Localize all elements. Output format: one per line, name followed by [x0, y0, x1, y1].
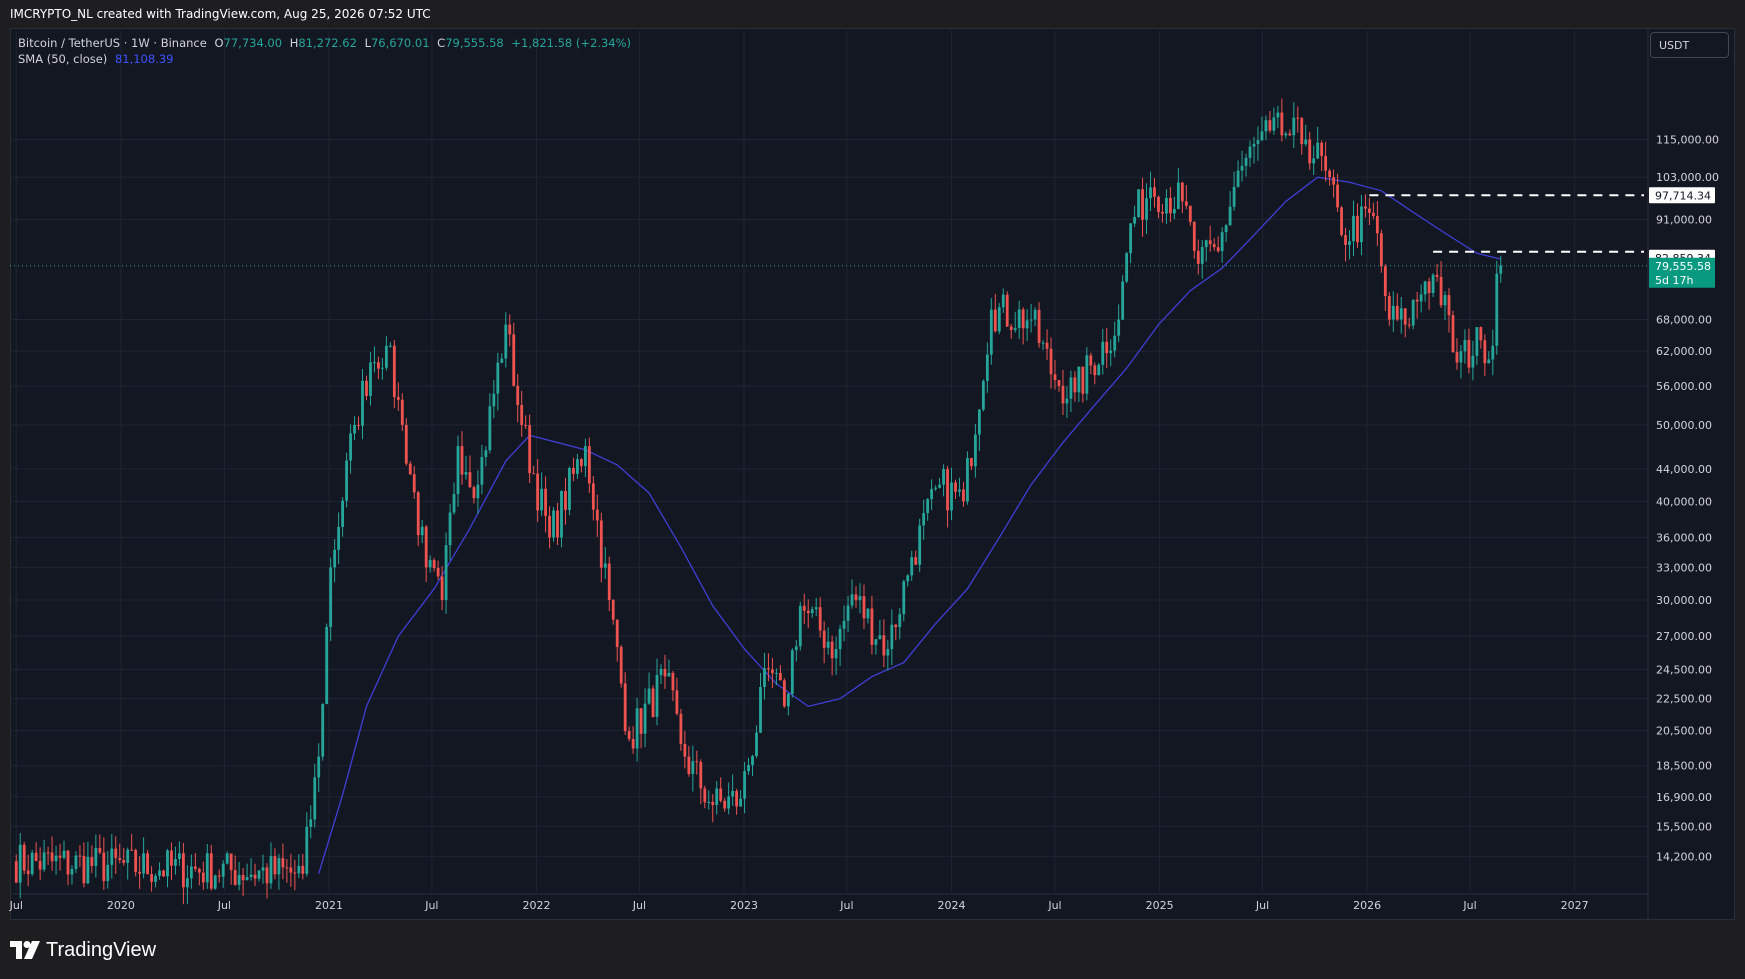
sma-row: SMA (50, close) 81,108.39 [18, 51, 631, 67]
sma-label[interactable]: SMA (50, close) [18, 52, 108, 66]
tradingview-logo-icon [10, 941, 40, 959]
chart-panel[interactable] [10, 28, 1735, 920]
tradingview-brand: TradingView [46, 938, 157, 961]
attribution-bar: IMCRYPTO_NL created with TradingView.com… [0, 0, 1745, 28]
high-label: H [289, 36, 299, 50]
sma-value: 81,108.39 [114, 52, 174, 66]
symbol-name[interactable]: Bitcoin / TetherUS · 1W · Binance [18, 36, 207, 50]
ohlc-row: Bitcoin / TetherUS · 1W · Binance O77,73… [18, 35, 631, 51]
attribution-text: IMCRYPTO_NL created with TradingView.com… [10, 7, 431, 21]
currency-button[interactable]: USDT [1650, 32, 1729, 58]
low-label: L [364, 36, 371, 50]
close-label: C [437, 36, 446, 50]
high-value: 81,272.62 [298, 36, 357, 50]
open-value: 77,734.00 [223, 36, 283, 50]
chart-legend: Bitcoin / TetherUS · 1W · Binance O77,73… [18, 35, 631, 67]
close-value: 79,555.58 [445, 36, 504, 50]
open-label: O [214, 36, 224, 50]
change-value: +1,821.58 (+2.34%) [511, 36, 632, 50]
tradingview-footer: TradingView [10, 937, 156, 963]
low-value: 76,670.01 [370, 36, 430, 50]
